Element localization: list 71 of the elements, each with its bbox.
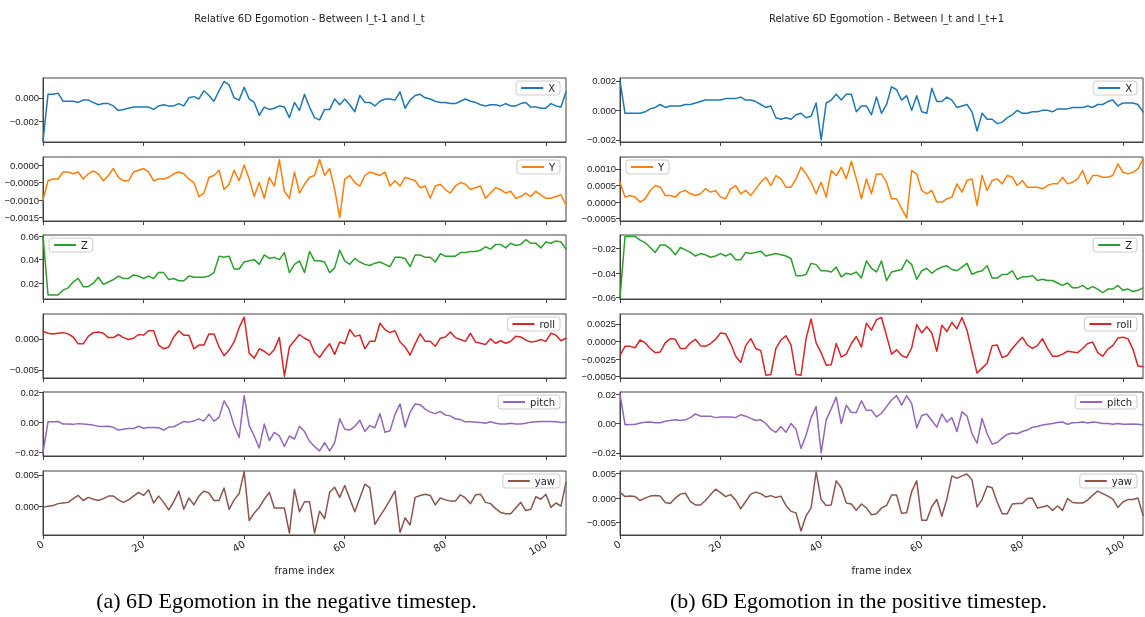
x-tick-label: 20 [129,538,147,555]
x-tick-label: 60 [907,538,925,555]
y-tick-label: 0.02 [597,389,616,401]
y-tick-label: −0.002 [9,115,39,127]
y-tick-label: 0.0000 [9,159,39,171]
x-axis-title: frame index [851,564,912,576]
line-series [42,158,567,218]
x-tick-label: 100 [526,538,549,558]
y-tick-label: 0.0000 [586,335,616,347]
y-tick-label: −0.005 [9,364,39,376]
y-tick-label: −0.0005 [581,212,616,224]
line-series [619,393,1144,454]
y-tick-label: −0.005 [586,517,616,529]
y-tick-label: 0.000 [15,92,39,104]
y-tick-label: 0.0005 [586,179,616,191]
x-tick-label: 100 [1103,538,1126,558]
x-tick-label: 40 [230,538,247,555]
y-tick-label: 0.04 [20,254,39,266]
x-tick-label: 40 [807,538,824,555]
x-axis-title: frame index [274,564,335,576]
legend-label: Y [657,161,665,173]
text: (b) 6D Egomotion in the positive timestep. [670,587,1048,613]
legend-label: yaw [1111,475,1133,487]
y-tick-label: 0.002 [592,75,616,87]
y-tick-label: −0.02 [14,447,39,459]
y-tick-label: −0.0025 [581,353,616,365]
x-tick-label: 80 [1008,538,1026,555]
y-tick-label: −0.0010 [4,194,39,206]
legend-label: X [548,82,556,94]
legend-label: roll [1116,318,1133,330]
legend-label: Z [1125,239,1133,251]
y-tick-label: −0.002 [586,134,616,146]
legend-label: roll [539,318,556,330]
x-tick-label: 0 [611,538,623,551]
y-tick-label: −0.06 [591,292,616,304]
y-tick-label: 0.000 [592,492,616,504]
y-tick-label: 0.000 [15,333,39,345]
text: (a) 6D Egomotion in the negative timestep. [96,587,477,613]
legend-label: X [1125,82,1133,94]
y-tick-label: 0.000 [592,104,616,116]
line-series [42,395,567,454]
x-tick-label: 60 [330,538,348,555]
line-series [619,471,1144,532]
y-tick-label: −0.02 [591,447,616,459]
y-tick-label: 0.00 [597,418,616,430]
legend-label: yaw [534,475,556,487]
y-tick-label: −0.0015 [4,211,39,223]
y-tick-label: 0.005 [592,467,616,479]
legend-label: Y [547,161,556,173]
chart-title: Relative 6D Egomotion - Between I_t and I_t+1 [768,12,1005,25]
y-tick-label: 0.00 [20,417,39,429]
legend-label: pitch [530,396,556,408]
legend-label: pitch [1107,396,1133,408]
x-tick-label: 80 [431,538,449,555]
y-tick-label: 0.02 [20,387,39,399]
y-tick-label: −0.02 [591,243,616,255]
y-tick-label: −0.0005 [4,176,39,188]
y-tick-label: −0.0050 [581,370,616,382]
y-tick-label: −0.04 [591,267,616,279]
chart-title: Relative 6D Egomotion - Between I_t-1 and I_t [194,12,425,25]
y-tick-label: 0.0010 [586,163,616,175]
x-tick-label: 0 [34,538,46,551]
y-tick-label: 0.0025 [586,318,616,330]
legend-label: Z [81,239,88,251]
y-tick-label: 0.000 [15,500,39,512]
line-series [42,235,567,296]
x-tick-label: 20 [706,538,724,555]
y-tick-label: 0.06 [20,230,39,242]
y-tick-label: 0.02 [20,277,39,289]
y-tick-label: 0.005 [15,469,39,481]
y-tick-label: 0.0000 [586,196,616,208]
